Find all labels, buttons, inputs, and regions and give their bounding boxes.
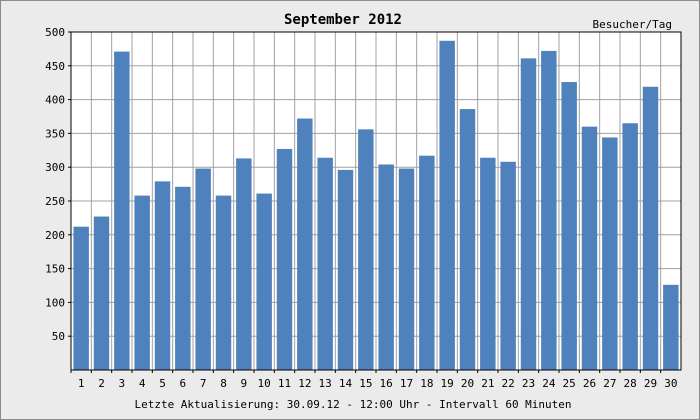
- y-tick-label: 450: [45, 60, 65, 73]
- x-tick-label: 9: [241, 377, 248, 390]
- y-tick-label: 250: [45, 195, 65, 208]
- bar-day-18: [419, 155, 435, 370]
- x-tick-label: 1: [78, 377, 85, 390]
- bar-day-12: [297, 118, 313, 370]
- bar-day-9: [236, 158, 252, 370]
- bar-day-16: [378, 164, 394, 370]
- bar-day-10: [256, 193, 272, 370]
- bar-day-13: [317, 157, 333, 370]
- x-tick-label: 28: [624, 377, 637, 390]
- bar-day-3: [114, 51, 130, 370]
- y-tick-label: 100: [45, 296, 65, 309]
- bar-day-27: [602, 137, 618, 370]
- x-tick-label: 14: [339, 377, 353, 390]
- x-tick-label: 25: [563, 377, 576, 390]
- x-tick-label: 13: [319, 377, 332, 390]
- x-tick-label: 4: [139, 377, 146, 390]
- bar-day-21: [480, 157, 496, 370]
- x-tick-label: 15: [359, 377, 372, 390]
- bar-day-30: [663, 284, 679, 370]
- bar-day-6: [175, 186, 191, 370]
- bar-day-25: [561, 82, 577, 371]
- y-tick-label: 400: [45, 94, 65, 107]
- bar-day-22: [500, 161, 516, 370]
- x-tick-label: 27: [603, 377, 616, 390]
- x-tick-label: 11: [278, 377, 291, 390]
- bar-day-23: [520, 58, 537, 370]
- bar-day-14: [337, 169, 354, 370]
- bar-day-15: [358, 129, 374, 370]
- bar-day-17: [398, 168, 415, 370]
- x-tick-label: 19: [441, 377, 454, 390]
- x-tick-label: 29: [644, 377, 657, 390]
- bar-day-11: [276, 148, 293, 370]
- x-tick-label: 16: [380, 377, 393, 390]
- x-tick-label: 2: [98, 377, 105, 390]
- x-tick-label: 21: [481, 377, 494, 390]
- bar-day-29: [642, 86, 659, 371]
- y-axis-unit-label: Besucher/Tag: [593, 18, 672, 31]
- chart-title: September 2012: [284, 12, 402, 28]
- x-tick-label: 18: [420, 377, 433, 390]
- last-update-footer: Letzte Aktualisierung: 30.09.12 - 12:00 …: [134, 398, 571, 411]
- bar-day-24: [541, 50, 557, 370]
- bar-day-26: [581, 126, 598, 370]
- y-tick-label: 350: [45, 127, 65, 140]
- bar-day-5: [154, 181, 171, 370]
- bar-day-20: [459, 109, 476, 371]
- x-tick-label: 10: [258, 377, 271, 390]
- x-tick-label: 3: [119, 377, 126, 390]
- bar-day-2: [93, 216, 110, 370]
- y-tick-label: 500: [45, 26, 65, 39]
- x-tick-label: 23: [522, 377, 535, 390]
- x-tick-label: 8: [220, 377, 227, 390]
- x-tick-label: 20: [461, 377, 474, 390]
- bar-day-28: [622, 123, 638, 370]
- x-tick-label: 6: [180, 377, 187, 390]
- bar-day-19: [439, 40, 455, 371]
- bar-day-7: [195, 168, 211, 370]
- y-tick-label: 200: [45, 229, 65, 242]
- x-tick-label: 12: [298, 377, 311, 390]
- y-tick-label: 50: [52, 330, 65, 343]
- bar-day-4: [134, 195, 150, 370]
- bar-day-8: [215, 195, 232, 370]
- y-tick-label: 300: [45, 161, 65, 174]
- bar-day-1: [73, 226, 89, 370]
- x-tick-label: 26: [583, 377, 596, 390]
- x-tick-label: 7: [200, 377, 207, 390]
- x-tick-label: 30: [664, 377, 677, 390]
- plot-border: [70, 31, 682, 371]
- y-tick-label: 150: [45, 263, 65, 276]
- x-tick-label: 24: [542, 377, 556, 390]
- x-tick-label: 22: [502, 377, 515, 390]
- x-tick-label: 17: [400, 377, 413, 390]
- x-tick-label: 5: [159, 377, 166, 390]
